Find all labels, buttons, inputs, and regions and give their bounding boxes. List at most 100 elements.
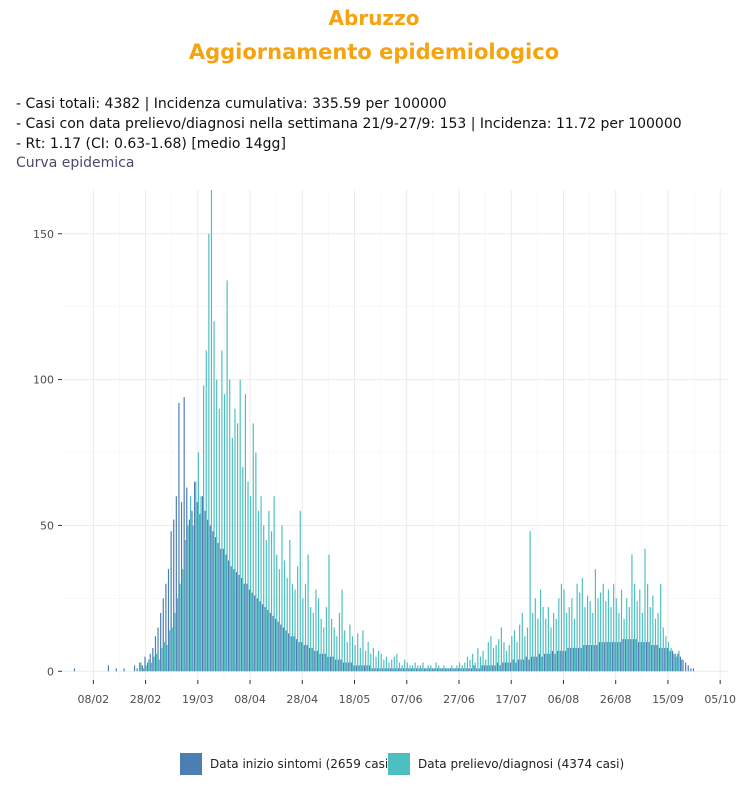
bar-diagnosis <box>216 379 218 672</box>
bar-onset <box>617 642 619 672</box>
bar-diagnosis <box>547 607 549 672</box>
bar-diagnosis <box>192 525 194 672</box>
bar-diagnosis <box>189 496 192 672</box>
bar-onset <box>413 668 415 672</box>
bar-onset <box>585 645 587 672</box>
bar-onset <box>502 662 504 672</box>
bar-onset <box>235 572 237 672</box>
bar-diagnosis <box>641 612 643 672</box>
bar-diagnosis <box>208 233 210 672</box>
bar-onset <box>107 665 110 672</box>
bar-onset <box>447 668 449 672</box>
bar-onset <box>149 653 151 672</box>
x-tick-label: 08/04 <box>234 693 266 706</box>
bar-diagnosis <box>203 385 205 672</box>
bar-onset <box>499 665 501 672</box>
bar-diagnosis <box>370 653 372 672</box>
bar-onset <box>664 647 666 672</box>
bar-diagnosis <box>558 598 560 672</box>
bar-diagnosis <box>336 636 338 672</box>
axes: 0 50 100 150 08/02 28/02 19/03 08/04 28/04 18/05 0… <box>33 228 736 706</box>
bar-diagnosis <box>268 510 270 672</box>
bar-onset <box>392 668 394 672</box>
bar-diagnosis <box>299 510 301 672</box>
bar-diagnosis <box>665 636 667 672</box>
bar-onset <box>194 481 196 672</box>
bar-onset <box>269 612 271 672</box>
bar-onset <box>133 665 136 672</box>
bar-diagnosis <box>607 589 610 672</box>
bar-onset <box>178 402 180 672</box>
x-tick-label: 28/02 <box>130 693 162 706</box>
bar-diagnosis <box>534 598 536 672</box>
bar-diagnosis <box>670 647 672 672</box>
bar-onset <box>544 653 546 672</box>
bar-onset <box>201 496 204 672</box>
bar-onset <box>272 615 274 672</box>
bar-onset <box>340 659 342 672</box>
bar-onset <box>538 653 540 672</box>
bar-onset <box>246 583 248 672</box>
bar-diagnosis <box>239 379 241 672</box>
bar-diagnosis <box>312 612 314 672</box>
bar-diagnosis <box>579 592 581 672</box>
bar-diagnosis <box>560 583 563 672</box>
bar-onset <box>416 668 418 672</box>
bar-onset <box>496 662 499 672</box>
bar-onset <box>274 618 277 672</box>
bar-onset <box>632 639 634 672</box>
bar-diagnosis <box>537 618 539 672</box>
bar-diagnosis <box>250 496 252 672</box>
bar-diagnosis <box>425 668 427 672</box>
bar-onset <box>685 662 687 672</box>
bar-diagnosis <box>302 598 304 672</box>
bar-onset <box>682 659 684 672</box>
bar-diagnosis <box>662 627 664 672</box>
bar-onset <box>170 531 172 672</box>
bar-onset <box>282 627 284 672</box>
bar-onset <box>314 650 316 672</box>
bar-onset <box>222 548 224 672</box>
bar-onset <box>261 604 264 672</box>
bar-onset <box>609 642 611 672</box>
bar-diagnosis <box>197 452 199 672</box>
bar-onset <box>374 668 376 672</box>
bar-onset <box>674 653 676 672</box>
bar-onset <box>504 662 506 672</box>
bar-onset <box>457 668 459 672</box>
bar-onset <box>619 642 621 672</box>
bar-diagnosis <box>385 656 388 672</box>
bar-diagnosis <box>372 647 374 672</box>
bar-diagnosis <box>453 668 455 672</box>
grid <box>62 190 728 680</box>
bar-onset <box>280 624 282 672</box>
bar-diagnosis <box>506 650 508 672</box>
bar-diagnosis <box>383 659 385 672</box>
bar-diagnosis <box>221 350 223 672</box>
bar-diagnosis <box>678 650 680 672</box>
bar-onset <box>324 653 326 672</box>
bar-onset <box>546 653 548 672</box>
bar-diagnosis <box>333 627 335 672</box>
x-tick-label: 06/08 <box>548 693 580 706</box>
bar-diagnosis <box>401 665 403 672</box>
bar-onset <box>369 665 371 672</box>
bar-diagnosis <box>179 583 181 672</box>
series-diagnosis-bars <box>140 190 683 672</box>
bar-onset <box>598 642 601 672</box>
bar-onset <box>405 668 407 672</box>
bar-onset <box>564 650 567 672</box>
bar-diagnosis <box>474 662 476 672</box>
y-tick-label: 50 <box>40 519 54 532</box>
bar-onset <box>209 525 211 672</box>
bar-diagnosis <box>652 595 654 672</box>
bar-onset <box>123 668 125 672</box>
bar-diagnosis <box>409 665 411 672</box>
bar-onset <box>442 668 444 672</box>
bar-diagnosis <box>636 601 638 672</box>
bar-onset <box>656 645 658 672</box>
bar-onset <box>337 659 339 672</box>
bar-diagnosis <box>213 321 215 672</box>
bar-diagnosis <box>315 589 317 672</box>
bar-diagnosis <box>521 612 523 672</box>
